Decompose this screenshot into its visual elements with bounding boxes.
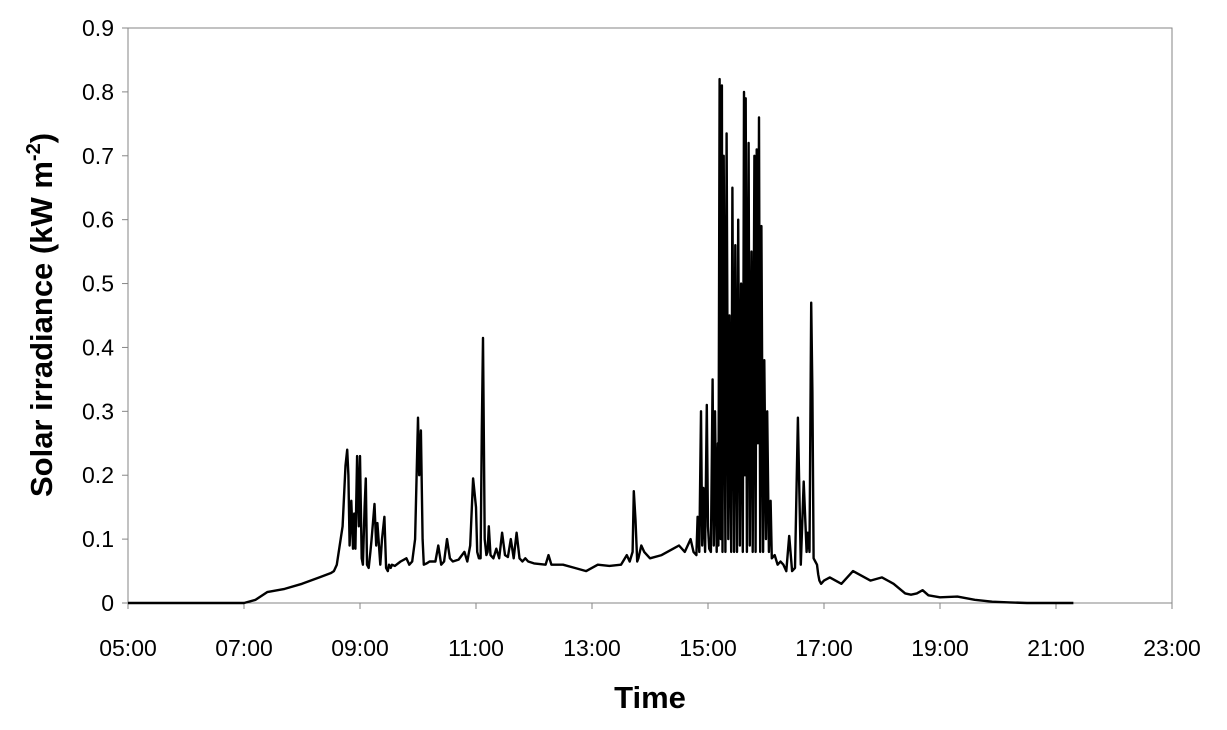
y-tick-label: 0.2 [82, 462, 114, 488]
x-axis-ticks: 05:00 07:00 09:00 11:00 13:00 15:00 17:00 19:00… [99, 603, 1201, 661]
y-tick-label: 0.1 [82, 526, 114, 552]
x-axis-title: Time [614, 680, 686, 715]
y-axis-title-close: ) [24, 133, 59, 143]
x-tick-label: 09:00 [331, 635, 389, 661]
series-line-irradiance [128, 77, 1074, 605]
y-tick-label: 0.3 [82, 398, 114, 424]
x-tick-label: 23:00 [1143, 635, 1201, 661]
x-tick-label: 05:00 [99, 635, 157, 661]
y-axis-ticks: 0 0.1 0.2 0.3 0.4 0.5 0.6 0.7 0.8 0.9 [82, 15, 128, 616]
x-tick-label: 11:00 [448, 635, 504, 661]
y-tick-label: 0.5 [82, 271, 114, 297]
y-tick-label: 0.7 [82, 143, 114, 169]
y-axis-title-superscript: -2 [23, 143, 45, 161]
y-tick-label: 0.8 [82, 79, 114, 105]
y-axis-title-main: Solar irradiance (kW m [24, 161, 59, 497]
plot-area-frame [127, 27, 1173, 604]
x-tick-label: 15:00 [679, 635, 737, 661]
y-tick-label: 0.9 [82, 15, 114, 41]
x-tick-label: 13:00 [563, 635, 621, 661]
x-tick-label: 19:00 [911, 635, 969, 661]
x-tick-label: 17:00 [795, 635, 853, 661]
x-tick-label: 07:00 [215, 635, 273, 661]
y-axis-title: Solar irradiance (kW m-2) [23, 133, 59, 497]
y-tick-label: 0.6 [82, 207, 114, 233]
y-tick-label: 0.4 [82, 334, 114, 360]
y-tick-label: 0 [101, 590, 114, 616]
x-tick-label: 21:00 [1027, 635, 1085, 661]
